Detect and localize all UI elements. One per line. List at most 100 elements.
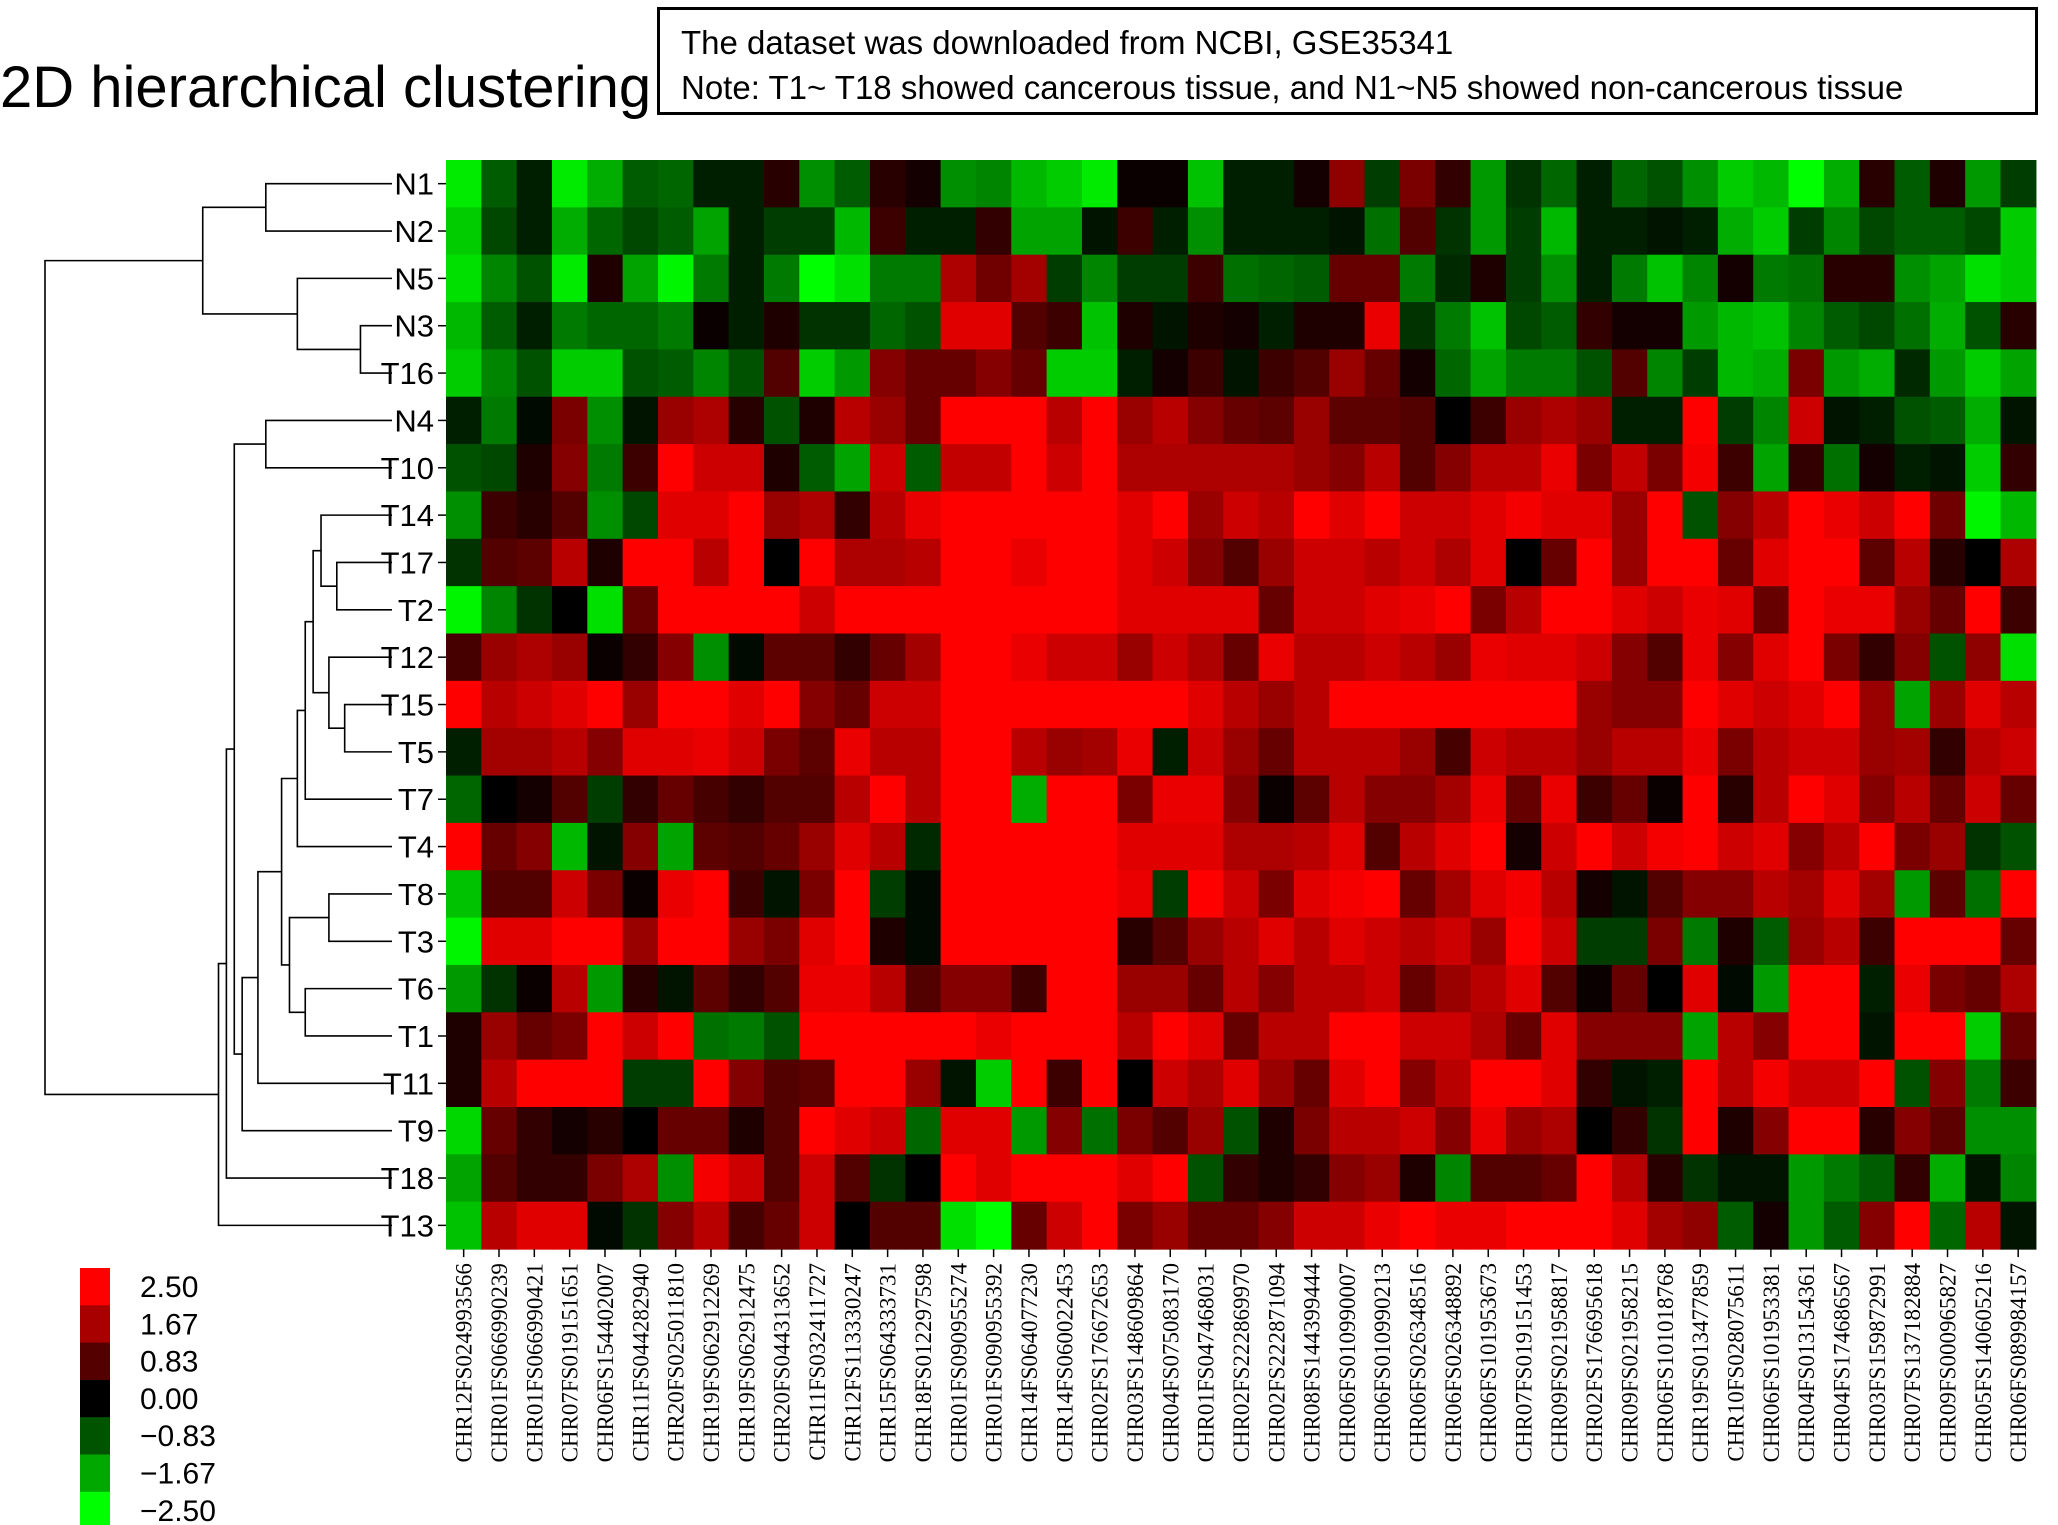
heatmap-cell-t12-18: [1046, 633, 1083, 682]
heatmap-cell-t8-21: [1152, 870, 1189, 919]
heatmap-cell-t8-19: [1081, 870, 1118, 919]
heatmap-cell-n2-4: [551, 207, 588, 256]
heatmap-cell-t2-8: [693, 586, 730, 635]
heatmap-cell-t4-19: [1081, 822, 1118, 871]
heatmap-cell-n5-35: [1647, 254, 1684, 303]
heatmap-cell-t14-21: [1152, 491, 1189, 540]
heatmap-cell-n4-37: [1717, 396, 1754, 445]
heatmap-cell-t11-19: [1081, 1059, 1118, 1108]
heatmap-cell-t17-8: [693, 538, 730, 587]
heatmap-cell-t5-26: [1329, 728, 1366, 777]
heatmap-cell-t10-3: [516, 444, 553, 493]
heatmap-cell-t16-24: [1258, 349, 1295, 398]
heatmap-cell-t6-32: [1541, 964, 1578, 1013]
heatmap-cell-t17-27: [1364, 538, 1401, 587]
heatmap-cell-t6-42: [1894, 964, 1931, 1013]
heatmap-cell-t7-2: [481, 775, 518, 824]
heatmap-cell-t18-8: [693, 1154, 730, 1203]
heatmap-cell-t11-25: [1293, 1059, 1330, 1108]
heatmap-cell-t15-9: [728, 680, 765, 729]
heatmap-cell-t17-42: [1894, 538, 1931, 587]
heatmap-cell-t4-22: [1187, 822, 1224, 871]
heatmap-cell-t18-28: [1399, 1154, 1436, 1203]
heatmap-cell-t5-18: [1046, 728, 1083, 777]
heatmap-cell-n1-16: [975, 160, 1012, 208]
heatmap-cell-t3-15: [940, 917, 977, 966]
heatmap-cell-t7-9: [728, 775, 765, 824]
heatmap-cell-n1-28: [1399, 160, 1436, 208]
heatmap-cell-t18-3: [516, 1154, 553, 1203]
heatmap-cell-n1-33: [1576, 160, 1613, 208]
heatmap-cell-t7-7: [657, 775, 694, 824]
heatmap-cell-n3-45: [2000, 302, 2037, 350]
heatmap-cell-t14-37: [1717, 491, 1754, 540]
heatmap-cell-t11-18: [1046, 1059, 1083, 1108]
heatmap-cell-t8-22: [1187, 870, 1224, 919]
heatmap-cell-n3-21: [1152, 302, 1189, 350]
heatmap-cell-t9-41: [1859, 1107, 1896, 1155]
heatmap-cell-t16-11: [799, 349, 836, 398]
heatmap-cell-t7-34: [1611, 775, 1648, 824]
heatmap-cell-t3-17: [1011, 917, 1048, 966]
heatmap-cell-t4-1: [446, 822, 482, 871]
heatmap-cell-n2-3: [516, 207, 553, 256]
heatmap-cell-t18-33: [1576, 1154, 1613, 1203]
heatmap-cell-t15-5: [587, 680, 624, 729]
heatmap-cell-t14-13: [869, 491, 906, 540]
heatmap-cell-t12-15: [940, 633, 977, 682]
heatmap-cell-t8-2: [481, 870, 518, 919]
heatmap-cell-t1-42: [1894, 1012, 1931, 1061]
heatmap-cell-t10-37: [1717, 444, 1754, 493]
heatmap-cell-n3-31: [1505, 302, 1542, 350]
heatmap-cell-t18-22: [1187, 1154, 1224, 1203]
heatmap-cell-t6-28: [1399, 964, 1436, 1013]
heatmap-cell-t10-44: [1965, 444, 2002, 493]
heatmap-cell-t6-43: [1929, 964, 1966, 1013]
heatmap-cell-t7-11: [799, 775, 836, 824]
heatmap-cell-t7-39: [1788, 775, 1825, 824]
heatmap-cell-t11-11: [799, 1059, 836, 1108]
heatmap-cell-t10-9: [728, 444, 765, 493]
heatmap-cell-t15-6: [622, 680, 659, 729]
heatmap-cell-t12-8: [693, 633, 730, 682]
heatmap-cell-t12-19: [1081, 633, 1118, 682]
column-label-22: CHR01FS047468031: [1194, 1263, 1219, 1462]
row-label-t1: T1: [398, 1019, 434, 1054]
heatmap-cell-t15-43: [1929, 680, 1966, 729]
heatmap-cell-t15-37: [1717, 680, 1754, 729]
heatmap-cell-t7-37: [1717, 775, 1754, 824]
column-label-4: CHR07FS019151651: [558, 1263, 583, 1462]
heatmap-cell-t12-14: [905, 633, 942, 682]
heatmap-cell-t1-34: [1611, 1012, 1648, 1061]
heatmap-cell-t15-2: [481, 680, 518, 729]
heatmap-cell-t11-35: [1647, 1059, 1684, 1108]
heatmap-cell-t9-37: [1717, 1107, 1754, 1155]
legend-swatch-2: [80, 1305, 110, 1344]
heatmap-cell-t18-21: [1152, 1154, 1189, 1203]
heatmap-cell-t3-39: [1788, 917, 1825, 966]
heatmap-cell-t17-15: [940, 538, 977, 587]
heatmap-cell-t7-38: [1753, 775, 1790, 824]
heatmap-cell-n1-1: [446, 160, 482, 208]
heatmap-cell-t4-30: [1470, 822, 1507, 871]
heatmap-cell-t11-22: [1187, 1059, 1224, 1108]
heatmap-cell-n1-20: [1117, 160, 1154, 208]
heatmap-cell-t4-29: [1435, 822, 1472, 871]
heatmap-cell-t1-32: [1541, 1012, 1578, 1061]
heatmap-cell-n1-25: [1293, 160, 1330, 208]
heatmap-cell-t13-36: [1682, 1201, 1719, 1250]
column-label-7: CHR20FS025011810: [664, 1263, 689, 1462]
heatmap-cell-t14-20: [1117, 491, 1154, 540]
heatmap-cell-n3-18: [1046, 302, 1083, 350]
heatmap-cell-n3-26: [1329, 302, 1366, 350]
heatmap-cell-t3-10: [763, 917, 800, 966]
heatmap-cell-n2-25: [1293, 207, 1330, 256]
heatmap-cell-t17-9: [728, 538, 765, 587]
heatmap-cell-n1-24: [1258, 160, 1295, 208]
heatmap-cell-t6-15: [940, 964, 977, 1013]
heatmap-cell-t14-3: [516, 491, 553, 540]
heatmap-cell-n1-42: [1894, 160, 1931, 208]
column-label-20: CHR03FS148609864: [1123, 1263, 1148, 1463]
heatmap-cell-t1-44: [1965, 1012, 2002, 1061]
heatmap-cell-t1-38: [1753, 1012, 1790, 1061]
